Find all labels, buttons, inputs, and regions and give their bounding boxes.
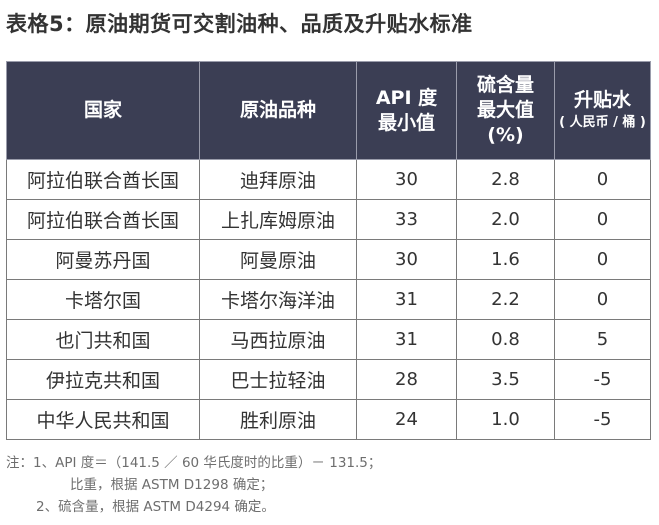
cell-premium: -5 [554,359,651,400]
cell-country: 中华人民共和国 [6,399,200,440]
cell-sulfur: 1.6 [456,239,555,280]
cell-crude-grade: 马西拉原油 [199,319,357,360]
cell-country: 卡塔尔国 [6,279,200,320]
cell-crude-grade: 迪拜原油 [199,159,357,200]
header-sulfur-max: 硫含量 最大值 (%) [456,61,555,160]
table-row: 卡塔尔国 卡塔尔海洋油 31 2.2 0 [6,279,651,320]
crude-oil-spec-table: 国家 原油品种 API 度 最小值 硫含量 最大值 (%) 升贴水 ( 人民币 … [6,61,651,440]
cell-country: 也门共和国 [6,319,200,360]
table-title: 表格5：原油期货可交割油种、品质及升贴水标准 [6,12,473,36]
footnote-1: 注：1、API 度＝（141.5 ／ 60 华氏度时的比重）－ 131.5； [6,455,382,471]
cell-country: 伊拉克共和国 [6,359,200,400]
table-row: 也门共和国 马西拉原油 31 0.8 5 [6,319,651,360]
table-row: 阿拉伯联合酋长国 迪拜原油 30 2.8 0 [6,159,651,200]
cell-api: 31 [356,319,457,360]
header-country: 国家 [6,61,200,160]
cell-premium: 0 [554,159,651,200]
cell-premium: 0 [554,199,651,240]
cell-sulfur: 2.8 [456,159,555,200]
cell-api: 30 [356,239,457,280]
header-premium-discount: 升贴水 ( 人民币 / 桶 ) [554,61,651,160]
cell-premium: -5 [554,399,651,440]
table-row: 阿拉伯联合酋长国 上扎库姆原油 33 2.0 0 [6,199,651,240]
cell-sulfur: 2.0 [456,199,555,240]
cell-country: 阿拉伯联合酋长国 [6,159,200,200]
cell-crude-grade: 卡塔尔海洋油 [199,279,357,320]
cell-api: 33 [356,199,457,240]
cell-premium: 5 [554,319,651,360]
cell-api: 31 [356,279,457,320]
cell-sulfur: 0.8 [456,319,555,360]
table-row: 阿曼苏丹国 阿曼原油 30 1.6 0 [6,239,651,280]
cell-premium: 0 [554,279,651,320]
cell-sulfur: 3.5 [456,359,555,400]
cell-sulfur: 1.0 [456,399,555,440]
header-api-min: API 度 最小值 [356,61,457,160]
cell-crude-grade: 上扎库姆原油 [199,199,357,240]
cell-premium: 0 [554,239,651,280]
cell-api: 24 [356,399,457,440]
table-row: 中华人民共和国 胜利原油 24 1.0 -5 [6,399,651,440]
footnote-2: 2、硫含量，根据 ASTM D4294 确定。 [36,499,275,515]
header-crude-grade: 原油品种 [199,61,357,160]
cell-api: 30 [356,159,457,200]
cell-crude-grade: 胜利原油 [199,399,357,440]
footnote-1-cont: 比重，根据 ASTM D1298 确定； [70,477,274,493]
cell-sulfur: 2.2 [456,279,555,320]
table-header-row: 国家 原油品种 API 度 最小值 硫含量 最大值 (%) 升贴水 ( 人民币 … [6,61,651,160]
cell-country: 阿曼苏丹国 [6,239,200,280]
cell-crude-grade: 阿曼原油 [199,239,357,280]
cell-crude-grade: 巴士拉轻油 [199,359,357,400]
footnotes: 注：1、API 度＝（141.5 ／ 60 华氏度时的比重）－ 131.5； 比… [6,452,381,518]
cell-api: 28 [356,359,457,400]
table-row: 伊拉克共和国 巴士拉轻油 28 3.5 -5 [6,359,651,400]
cell-country: 阿拉伯联合酋长国 [6,199,200,240]
